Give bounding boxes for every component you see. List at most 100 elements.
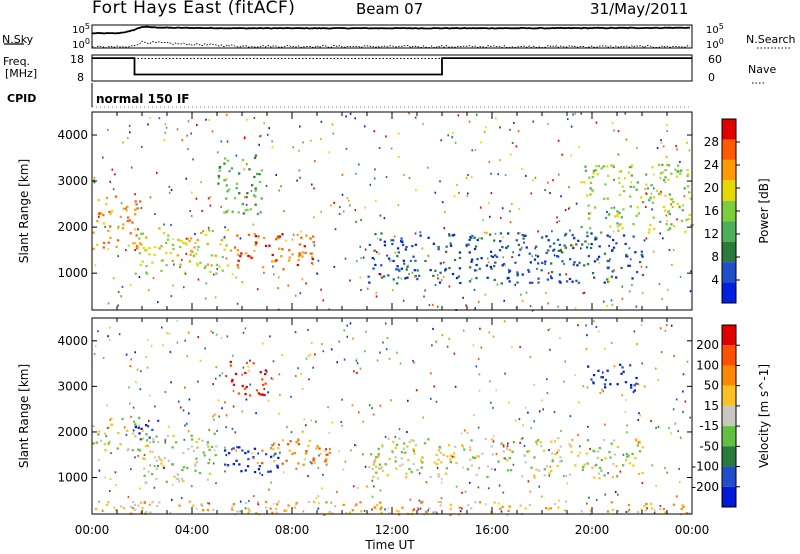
velocity-cell [230, 380, 234, 383]
velocity-cell [461, 444, 464, 447]
velocity-cell [662, 508, 665, 511]
velocity-cell [439, 451, 442, 454]
power-cell [557, 305, 559, 308]
power-cell [645, 266, 648, 269]
power-cell [493, 278, 496, 281]
xtick-label: 04:00 [175, 523, 210, 537]
power-cell [408, 112, 410, 115]
velocity-cell [279, 393, 281, 396]
velocity-cell [392, 440, 395, 443]
power-cell [496, 283, 499, 286]
power-cell [427, 236, 430, 239]
velocity-cell [144, 444, 148, 447]
velocity-cell [593, 476, 596, 479]
xtick-label: 16:00 [475, 523, 510, 537]
power-cell [247, 254, 250, 257]
velocity-cell [464, 490, 467, 493]
power-cell [187, 148, 189, 151]
power-cell [116, 239, 120, 242]
velocity-cell [602, 439, 606, 442]
velocity-cell [435, 453, 438, 457]
power-cell [501, 246, 504, 249]
power-cell [220, 205, 222, 208]
power-cell [178, 245, 182, 249]
power-cell [659, 220, 662, 223]
velocity-cell [486, 465, 490, 468]
velocity-cell [176, 473, 179, 476]
power-cell [625, 253, 628, 257]
velocity-cell [559, 445, 562, 448]
velocity-cell [348, 511, 351, 514]
power-cell [642, 201, 645, 204]
power-cell [301, 255, 304, 258]
power-cell [689, 290, 692, 293]
velocity-cell [145, 511, 148, 514]
velocity-cell [497, 502, 500, 505]
power-cell [563, 262, 565, 265]
velocity-cell [365, 330, 367, 333]
velocity-cell [626, 424, 628, 427]
power-cell [606, 197, 609, 200]
velocity-cell [659, 327, 662, 330]
velocity-cell [279, 451, 281, 454]
power-cell [576, 264, 579, 267]
power-cell [655, 189, 659, 192]
power-cell [612, 230, 615, 233]
power-cell [116, 227, 120, 230]
power-cell [565, 280, 569, 283]
power-cell [644, 188, 646, 190]
velocity-cell [556, 451, 558, 454]
velocity-cell [93, 353, 96, 355]
power-cell [547, 123, 549, 125]
velocity-cell [670, 432, 672, 435]
velocity-cell [142, 457, 145, 460]
power-cell [652, 187, 655, 190]
velocity-cell [547, 507, 550, 510]
power-cell [172, 284, 174, 287]
velocity-cell [373, 485, 375, 488]
power-cell [465, 304, 467, 307]
velocity-cell [527, 411, 529, 414]
power-cell [587, 255, 590, 258]
velocity-cell [137, 426, 140, 429]
power-cell [107, 128, 109, 131]
velocity-cell [294, 331, 297, 334]
velocity-cell [290, 395, 292, 398]
velocity-cell [92, 442, 95, 445]
velocity-cell [522, 424, 524, 427]
power-cell [557, 249, 560, 252]
velocity-cell [231, 508, 234, 511]
velocity-cell [326, 453, 329, 456]
power-cell [648, 228, 651, 231]
power-cell [607, 281, 610, 284]
power-cell [209, 270, 212, 273]
velocity-cell [103, 432, 107, 435]
power-cell [299, 176, 301, 179]
power-cell [636, 147, 638, 149]
power-cell [686, 185, 690, 188]
power-cell [458, 267, 461, 270]
velocity-cell [542, 449, 546, 452]
velocity-cell [199, 359, 202, 362]
velocity-cell [218, 415, 220, 418]
power-cell [401, 241, 404, 244]
power-cell [311, 256, 314, 259]
power-cell [163, 223, 165, 226]
velocity-cell [195, 457, 198, 460]
power-cell [243, 168, 245, 171]
power-cell [610, 206, 613, 210]
velocity-cell [549, 507, 553, 510]
power-cell [235, 187, 238, 190]
velocity-cell [657, 425, 660, 428]
velocity-cell [256, 500, 260, 504]
velocity-cell [245, 361, 249, 364]
nsearch-tick-high: 105 [706, 22, 724, 36]
velocity-cell [272, 378, 274, 381]
velocity-cell [633, 389, 636, 392]
power-colorbar-label: 4 [711, 273, 719, 287]
power-cell [442, 261, 445, 264]
velocity-cell [315, 447, 318, 450]
power-cell [134, 208, 137, 211]
power-cell [664, 181, 667, 184]
power-cell [545, 291, 547, 294]
